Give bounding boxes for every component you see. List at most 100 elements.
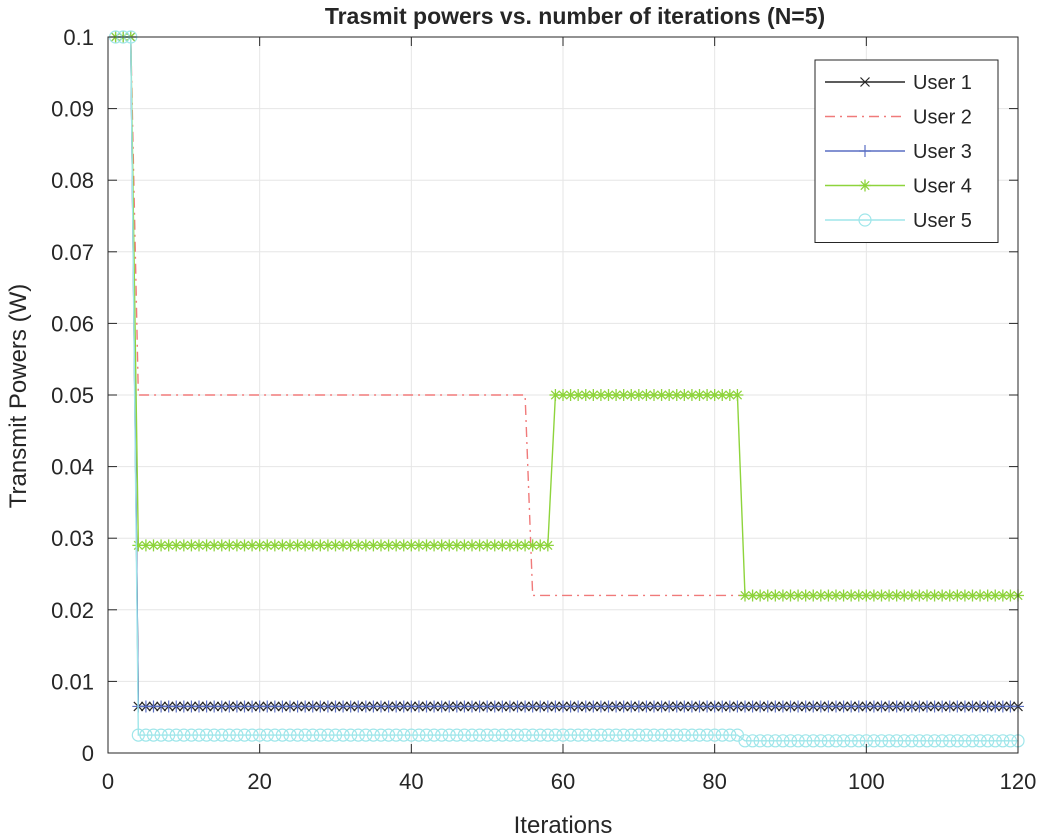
- series-5-point: [563, 728, 578, 742]
- series-5-point: [571, 728, 585, 742]
- series-4-point: [792, 589, 805, 602]
- series-4-point: [450, 539, 463, 552]
- series-4-point: [708, 389, 721, 401]
- series-5-point: [207, 728, 221, 742]
- series-4-point: [306, 539, 319, 552]
- series-5-point: [237, 728, 252, 742]
- series-5-point: [344, 728, 358, 742]
- series-5-point: [776, 734, 790, 748]
- series-4-point: [648, 389, 660, 401]
- series-5-point: [783, 734, 798, 748]
- series-5-point: [328, 728, 343, 742]
- series-4-point: [337, 539, 350, 552]
- series-4-point: [139, 539, 152, 552]
- series-4-point: [526, 539, 539, 552]
- legend-entry-5: User 5: [913, 210, 972, 232]
- series-5-point: [397, 728, 411, 742]
- series-4-point: [852, 589, 865, 602]
- series-4-point: [246, 539, 259, 552]
- series-4-point: [428, 539, 441, 552]
- series-4-point: [435, 539, 448, 552]
- series-4-point: [625, 389, 638, 401]
- legend: User 1 User 2 User 3 User 4 User 5: [814, 59, 999, 243]
- x-tick-label: 100: [848, 769, 885, 794]
- series-4-point: [655, 389, 668, 401]
- legend-marker-3: [859, 145, 871, 157]
- series-4-point: [367, 539, 380, 552]
- x-tick-label: 120: [1000, 769, 1037, 794]
- series-4-point: [1004, 589, 1017, 602]
- series-4-point: [215, 539, 228, 552]
- series-5-point: [950, 734, 964, 748]
- series-5-point: [768, 734, 782, 748]
- series-4-point: [397, 539, 410, 552]
- series-5-point: [935, 734, 949, 748]
- series-5-point: [192, 728, 206, 742]
- series-5-point: [1003, 734, 1018, 748]
- series-5-point: [745, 734, 760, 748]
- series-4-point: [731, 389, 744, 401]
- series-4-point: [610, 389, 623, 401]
- series-5-point: [139, 728, 153, 742]
- series-4-point: [230, 539, 243, 552]
- legend-entry-4: User 4: [913, 176, 972, 198]
- series-4-point: [534, 539, 547, 552]
- series-4-point: [822, 589, 835, 602]
- series-4-point: [382, 539, 395, 552]
- series-4-point: [208, 539, 221, 552]
- series-4-point: [579, 389, 592, 401]
- series-5-point: [874, 734, 889, 748]
- series-5-point: [761, 734, 775, 748]
- series-5-point: [450, 728, 464, 742]
- series-4-point: [814, 589, 827, 602]
- legend-entry-3: User 3: [913, 141, 972, 163]
- series-4-point: [693, 389, 706, 401]
- series-4-point: [291, 539, 304, 552]
- series-4-point: [299, 539, 312, 552]
- series-5-point: [260, 728, 274, 742]
- x-tick-label: 40: [399, 769, 423, 794]
- series-5-point: [821, 734, 836, 748]
- series-4-point: [845, 589, 858, 602]
- series-5-point: [374, 728, 388, 742]
- series-4-point: [253, 539, 266, 552]
- series-4-point: [670, 389, 683, 401]
- series-5-point: [526, 728, 540, 742]
- chart-title: Trasmit powers vs. number of iterations …: [325, 3, 825, 29]
- series-5-point: [632, 728, 646, 742]
- series-5-point: [609, 728, 623, 742]
- series-5-point: [215, 728, 229, 742]
- series-5-point: [814, 734, 828, 748]
- series-4-point: [412, 539, 425, 552]
- series-5-point: [472, 728, 487, 742]
- series-4-point: [519, 539, 532, 552]
- series-5-point: [503, 728, 517, 742]
- series-4-point: [344, 539, 357, 552]
- series-4-point: [359, 539, 372, 552]
- series-5-point: [677, 728, 691, 742]
- series-5-point: [799, 734, 813, 748]
- series-5-point: [419, 728, 434, 742]
- series-4-point: [989, 589, 1002, 602]
- series-4-point: [443, 539, 456, 552]
- series-4-point: [890, 589, 903, 602]
- y-tick-label: 0.03: [51, 526, 94, 551]
- series-4-point: [223, 539, 236, 552]
- series-5-point: [306, 728, 320, 742]
- series-4-point: [458, 539, 471, 552]
- series-5-point: [298, 728, 312, 742]
- series-5-point: [806, 734, 820, 748]
- series-5-point: [427, 728, 441, 742]
- series-4-point: [147, 539, 160, 552]
- series-4-point: [830, 589, 842, 602]
- series-4-point: [155, 539, 168, 552]
- series-4-point: [898, 589, 911, 602]
- series-4-point: [966, 589, 979, 602]
- series-4-point: [799, 589, 812, 602]
- series-5-point: [579, 728, 593, 742]
- series-5-point: [981, 734, 995, 748]
- series-5-point: [442, 728, 456, 742]
- y-tick-label: 0.09: [51, 97, 94, 122]
- series-5-point: [662, 728, 676, 742]
